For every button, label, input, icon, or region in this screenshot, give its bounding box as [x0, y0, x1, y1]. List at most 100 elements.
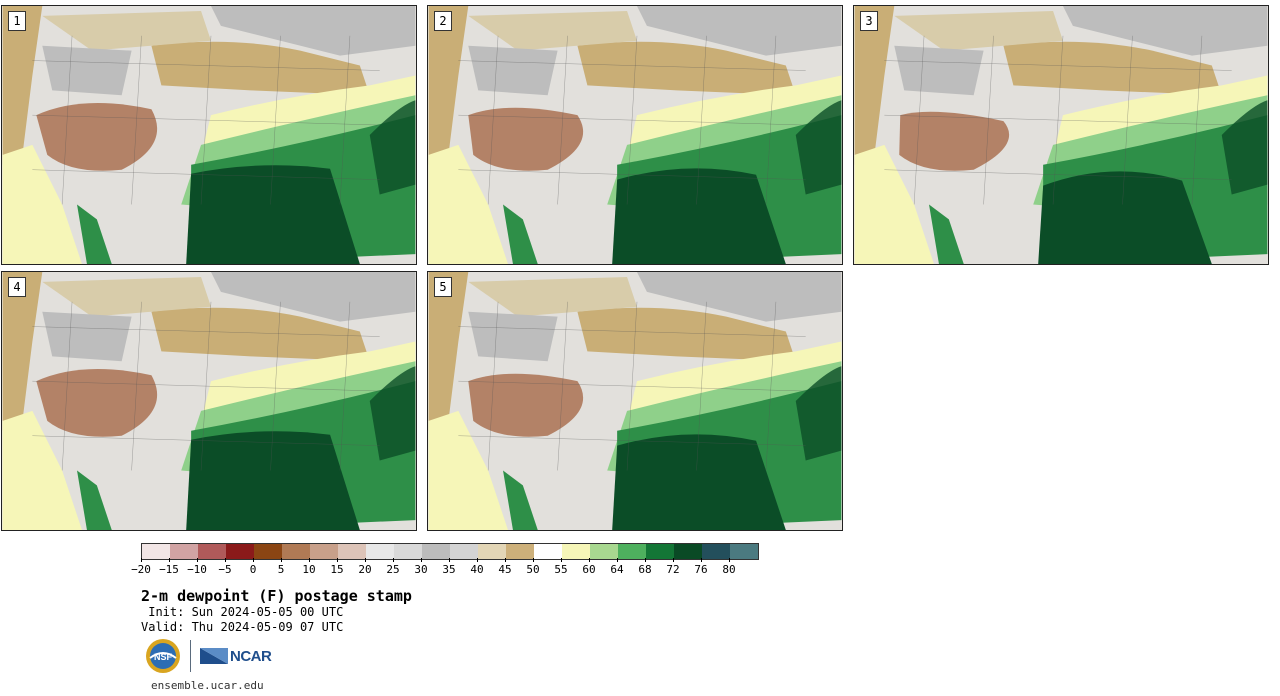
dry-brown-region	[468, 373, 584, 437]
canada-gray	[1062, 6, 1268, 56]
colorbar-segment	[422, 544, 450, 559]
state-boundary-line	[487, 35, 499, 205]
colorbar-tick	[225, 558, 226, 562]
colorbar-segment	[534, 544, 562, 559]
map-panel-1: 1	[1, 5, 417, 265]
pacific-yellow	[428, 410, 508, 530]
pacific-yellow	[2, 144, 82, 264]
colorbar-tick-label: 60	[582, 563, 596, 576]
atlantic-dark-green	[369, 100, 416, 195]
colorbar-tick	[449, 558, 450, 562]
west-coast-tan	[428, 6, 469, 165]
colorbar-tick-label: −15	[159, 563, 179, 576]
atlantic-dark-green	[795, 366, 842, 461]
colorbar-segment	[142, 544, 170, 559]
rockies-gray	[42, 311, 132, 362]
pacific-yellow	[428, 144, 508, 264]
state-boundary-line	[458, 326, 806, 337]
valid-time: Valid: Thu 2024-05-09 07 UTC	[141, 620, 344, 634]
state-boundary-line	[765, 301, 777, 471]
colorbar-tick	[337, 558, 338, 562]
north-tan-band	[577, 41, 796, 96]
colorbar-tick	[309, 558, 310, 562]
colorbar-tick	[505, 558, 506, 562]
state-boundary-line	[1191, 35, 1203, 205]
colorbar-tick-label: −20	[131, 563, 151, 576]
dry-brown-region	[899, 111, 1010, 171]
rockies-gray	[894, 45, 984, 96]
panel-label-1: 1	[8, 11, 26, 31]
state-boundary-line	[32, 114, 380, 126]
canada-gray	[636, 6, 842, 56]
dewpoint-map-4	[2, 272, 416, 530]
colorbar-tick	[729, 558, 730, 562]
chart-title: 2-m dewpoint (F) postage stamp	[141, 587, 412, 605]
colorbar-tick-label: 50	[526, 563, 540, 576]
dewpoint-map-5	[428, 272, 842, 530]
state-boundary-line	[339, 301, 351, 471]
state-boundary-line	[32, 380, 380, 392]
colorbar-segment	[674, 544, 702, 559]
colorbar-tick-label: 35	[442, 563, 456, 576]
colorbar-segment	[562, 544, 590, 559]
ncar-logo-text: NCAR	[230, 647, 272, 665]
map-panel-5: 5	[427, 271, 843, 531]
colorbar-tick-label: 80	[722, 563, 736, 576]
colorbar-tick	[477, 558, 478, 562]
colorbar-tick	[645, 558, 646, 562]
panel-label-3: 3	[860, 11, 878, 31]
canada-gray	[210, 272, 416, 322]
init-time: Init: Sun 2024-05-05 00 UTC	[141, 605, 344, 619]
colorbar-tick	[617, 558, 618, 562]
state-boundary-line	[765, 35, 777, 205]
colorbar-segment	[310, 544, 338, 559]
panel-label-4: 4	[8, 277, 26, 297]
colorbar-tick-label: 55	[554, 563, 568, 576]
colorbar-tick-label: 10	[302, 563, 316, 576]
state-boundary-line	[487, 301, 499, 471]
state-boundary-line	[458, 435, 806, 446]
rockies-gray	[468, 45, 558, 96]
colorbar-tick	[393, 558, 394, 562]
colorbar-tick	[589, 558, 590, 562]
state-boundary-line	[32, 169, 380, 180]
west-coast-tan	[2, 6, 43, 165]
west-coast-tan	[854, 6, 895, 165]
canada-gray	[636, 272, 842, 322]
logos: NSF NCAR	[145, 638, 272, 674]
gulf-dark-green	[612, 434, 786, 530]
colorbar-segment	[618, 544, 646, 559]
colorbar-tick-label: 64	[610, 563, 624, 576]
mexico-green	[503, 470, 538, 530]
map-panel-2: 2	[427, 5, 843, 265]
colorbar-tick-label: 5	[277, 563, 285, 576]
state-boundary-line	[61, 35, 73, 205]
site-url: ensemble.ucar.edu	[151, 679, 264, 692]
state-boundary-line	[32, 435, 380, 446]
gulf-dark-green	[186, 165, 360, 264]
colorbar-tick-label: 15	[330, 563, 344, 576]
gulf-dark-green	[186, 431, 360, 530]
map-panel-3: 3	[853, 5, 1269, 265]
colorbar-ticks: −20 −15 −10 −5 0 5 10 15 20 25 30 35 40 45 50 55 60 64 68 7…	[131, 558, 757, 578]
rockies-gray	[42, 45, 132, 96]
state-boundary-line	[458, 380, 806, 392]
state-boundary-line	[339, 35, 351, 205]
pacific-yellow	[2, 410, 82, 530]
dry-brown-region	[36, 368, 158, 437]
colorbar-tick	[281, 558, 282, 562]
colorbar-segment	[450, 544, 478, 559]
colorbar-tick-label: 25	[386, 563, 400, 576]
colorbar-segment	[226, 544, 254, 559]
colorbar-segment	[170, 544, 198, 559]
north-light-tan	[42, 276, 211, 317]
colorbar-segment	[506, 544, 534, 559]
state-boundary-line	[884, 169, 1232, 180]
colorbar-segment	[590, 544, 618, 559]
colorbar-segment	[254, 544, 282, 559]
north-tan-band	[151, 41, 370, 96]
dry-brown-region	[468, 107, 584, 171]
west-coast-tan	[2, 272, 43, 431]
atlantic-dark-green	[369, 366, 416, 461]
colorbar	[141, 543, 759, 560]
